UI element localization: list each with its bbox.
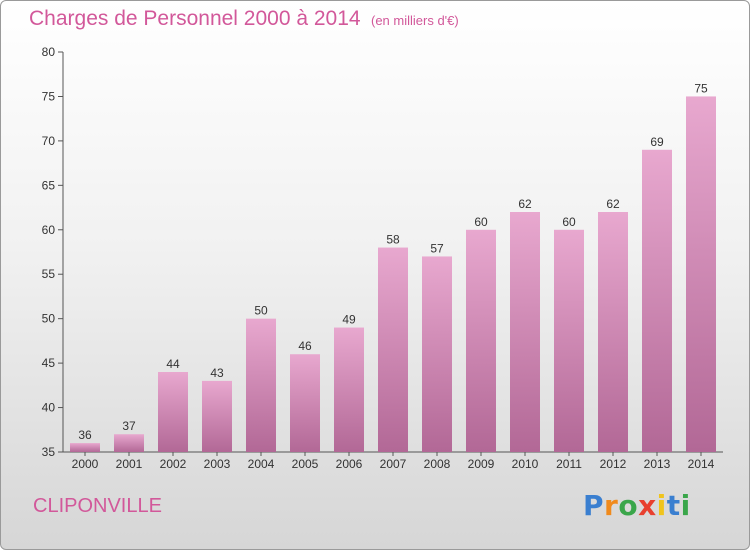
- bar-2003: [202, 380, 232, 452]
- y-tick-label: 75: [42, 89, 56, 103]
- bar-value-label: 46: [298, 339, 312, 353]
- y-tick-label: 65: [42, 178, 56, 192]
- bar-2005: [290, 354, 320, 452]
- logo-letter: x: [638, 489, 657, 522]
- bar-2011: [554, 229, 584, 452]
- y-tick-label: 80: [42, 45, 56, 59]
- logo-letter: t: [666, 489, 681, 522]
- bar-2006: [334, 327, 364, 452]
- bar-value-label: 62: [606, 197, 620, 211]
- x-tick-label: 2004: [248, 457, 275, 471]
- bar-value-label: 36: [78, 428, 92, 442]
- x-tick-label: 2007: [380, 457, 407, 471]
- y-tick-label: 70: [42, 134, 56, 148]
- x-tick-label: 2012: [600, 457, 627, 471]
- bar-value-label: 60: [562, 215, 576, 229]
- y-tick-label: 35: [42, 445, 56, 459]
- bar-value-label: 57: [430, 241, 444, 255]
- y-tick-label: 50: [42, 312, 56, 326]
- bar-value-label: 62: [518, 197, 532, 211]
- bar-value-label: 50: [254, 304, 268, 318]
- bar-value-label: 37: [122, 419, 136, 433]
- bar-2001: [114, 434, 144, 452]
- bar-2004: [246, 318, 276, 452]
- logo-letter: o: [618, 489, 639, 522]
- x-tick-label: 2006: [336, 457, 363, 471]
- bar-2000: [70, 443, 100, 452]
- bar-2012: [598, 212, 628, 452]
- bar-2013: [642, 149, 672, 452]
- x-tick-label: 2000: [72, 457, 99, 471]
- y-tick-label: 55: [42, 267, 56, 281]
- bar-value-label: 44: [166, 357, 180, 371]
- bar-2009: [466, 229, 496, 452]
- bar-value-label: 60: [474, 215, 488, 229]
- bar-value-label: 75: [694, 81, 708, 95]
- y-tick-label: 60: [42, 223, 56, 237]
- x-tick-label: 2014: [688, 457, 715, 471]
- x-tick-label: 2010: [512, 457, 539, 471]
- proxiti-logo: Proxiti: [583, 489, 691, 522]
- logo-letter: i: [680, 489, 691, 522]
- logo-letter: P: [583, 489, 605, 522]
- bar-2008: [422, 256, 452, 452]
- x-tick-label: 2011: [556, 457, 582, 471]
- x-tick-label: 2005: [292, 457, 319, 471]
- city-name: CLIPONVILLE: [33, 495, 162, 517]
- y-tick-label: 40: [42, 401, 56, 415]
- logo-letter: i: [656, 489, 667, 522]
- bar-value-label: 58: [386, 233, 400, 247]
- chart-subtitle: (en milliers d'€): [371, 13, 459, 28]
- bar-2014: [686, 96, 716, 452]
- x-tick-label: 2001: [116, 457, 143, 471]
- y-tick-label: 45: [42, 356, 56, 370]
- bar-2002: [158, 372, 188, 452]
- bar-value-label: 69: [650, 135, 664, 149]
- x-tick-label: 2002: [160, 457, 187, 471]
- logo-letter: r: [604, 489, 619, 522]
- chart-title: Charges de Personnel 2000 à 2014: [29, 7, 361, 30]
- bar-2010: [510, 212, 540, 452]
- x-tick-label: 2003: [204, 457, 231, 471]
- bar-value-label: 43: [210, 366, 224, 380]
- x-tick-label: 2008: [424, 457, 451, 471]
- bar-value-label: 49: [342, 313, 356, 327]
- x-tick-label: 2013: [644, 457, 671, 471]
- x-tick-label: 2009: [468, 457, 495, 471]
- bar-2007: [378, 247, 408, 452]
